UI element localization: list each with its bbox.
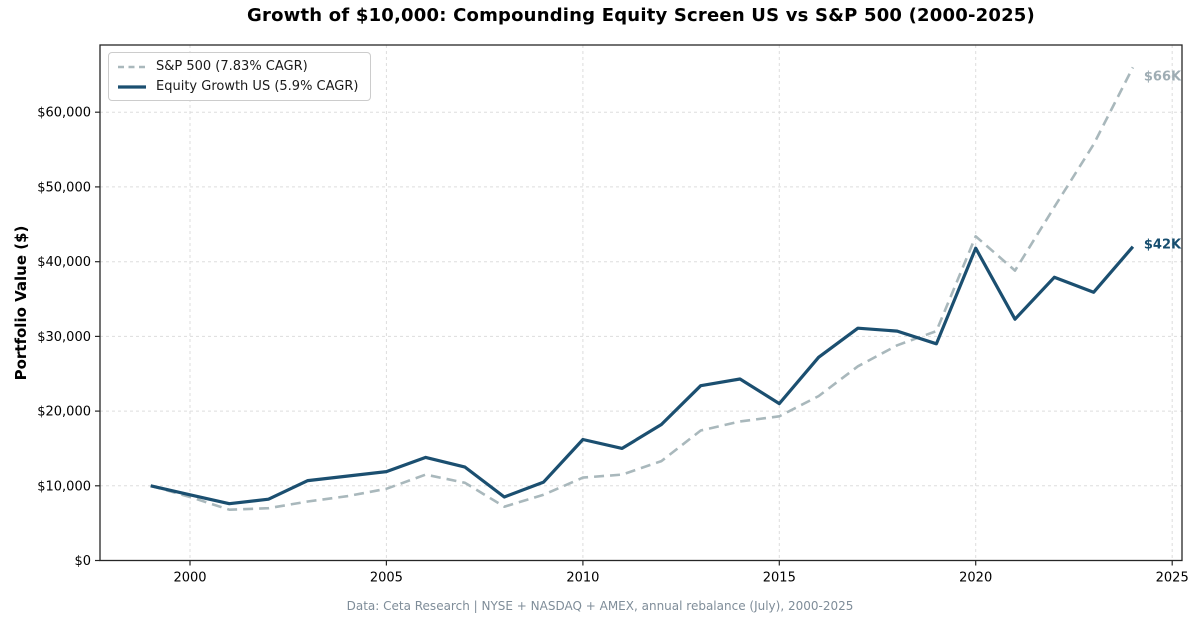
equity-growth-us-end-label: $42K — [1144, 238, 1182, 253]
x-tick-label: 2005 — [370, 571, 403, 586]
legend: S&P 500 (7.83% CAGR) Equity Growth US (5… — [108, 52, 372, 101]
plot-border — [99, 44, 1183, 562]
sp500-dashed-line-icon — [118, 65, 146, 68]
equity-solid-line-icon — [118, 84, 146, 89]
chart-title: Growth of $10,000: Compounding Equity Sc… — [247, 5, 1035, 26]
x-tick-label: 2010 — [566, 571, 599, 586]
legend-item-equity: Equity Growth US (5.9% CAGR) — [117, 78, 358, 95]
y-tick-label: $50,000 — [37, 180, 91, 195]
legend-label-equity: Equity Growth US (5.9% CAGR) — [156, 79, 359, 94]
x-tick-label: 2015 — [763, 571, 796, 586]
y-tick-label: $10,000 — [37, 479, 91, 494]
x-tick-label: 2000 — [173, 571, 206, 586]
y-tick-label: $60,000 — [37, 106, 91, 121]
y-tick-label: $30,000 — [37, 330, 91, 345]
x-tick-label: 2020 — [959, 571, 992, 586]
sp500-line — [150, 66, 1135, 512]
y-tick-label: $40,000 — [37, 255, 91, 270]
data-source-caption: Data: Ceta Research | NYSE + NASDAQ + AM… — [346, 599, 854, 613]
equity-growth-us-line — [150, 245, 1135, 506]
legend-item-sp500: S&P 500 (7.83% CAGR) — [117, 58, 358, 75]
x-tick-label: 2025 — [1156, 571, 1189, 586]
legend-label-sp500: S&P 500 (7.83% CAGR) — [156, 59, 308, 74]
y-tick-label: $0 — [74, 554, 91, 569]
sp500-end-label: $66K — [1144, 69, 1182, 84]
y-tick-label: $20,000 — [37, 405, 91, 420]
